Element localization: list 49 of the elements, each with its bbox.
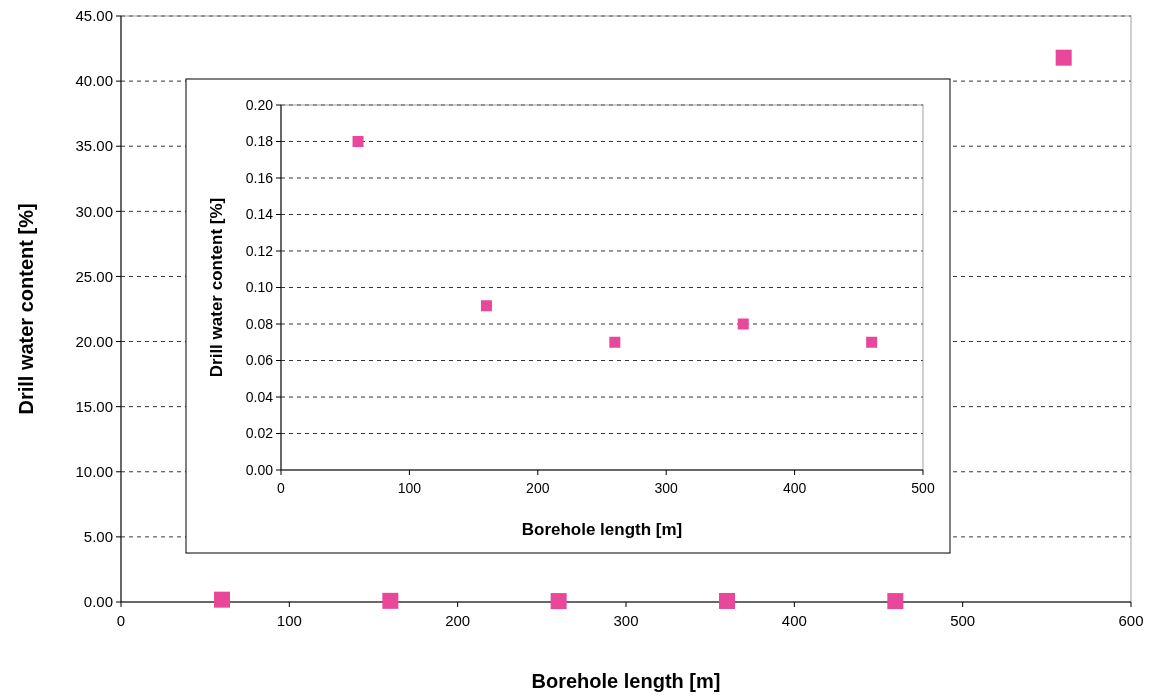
y-tick-label: 40.00 (75, 72, 113, 90)
y-tick-label: 30.00 (75, 202, 113, 220)
y-tick-label: 0.08 (245, 315, 274, 332)
y-tick-label: 0.04 (245, 388, 274, 405)
x-tick-label: 100 (276, 612, 302, 629)
point (382, 592, 399, 609)
x-tick-label: 200 (445, 612, 471, 629)
y-axis-title: Drill water content [%] (206, 197, 226, 378)
y-tick-label: 10.00 (75, 463, 113, 481)
y-tick-label: 35.00 (75, 137, 113, 155)
x-tick-label: 100 (397, 480, 422, 497)
point (609, 336, 621, 348)
y-tick-label: 0.00 (83, 593, 113, 611)
y-tick-label: 15.00 (75, 397, 113, 415)
point (719, 592, 735, 609)
x-tick-label: 600 (1118, 612, 1144, 629)
y-tick-label: 45.00 (75, 7, 113, 25)
x-tick-label: 300 (613, 612, 639, 629)
x-tick-label: 400 (781, 612, 807, 629)
x-tick-label: 500 (950, 612, 976, 629)
point (480, 300, 492, 312)
y-tick-label: 0.02 (245, 425, 274, 442)
point (352, 136, 364, 147)
point (866, 336, 878, 348)
x-axis-title: Borehole length [m] (531, 670, 721, 692)
point (887, 593, 904, 610)
x-tick-label: 500 (911, 480, 935, 497)
x-tick-label: 0 (277, 480, 286, 497)
y-tick-label: 0.10 (245, 279, 274, 296)
y-tick-label: 0.16 (245, 169, 274, 186)
y-tick-label: 0.06 (245, 352, 274, 369)
x-tick-label: 200 (526, 480, 550, 497)
point (1055, 49, 1072, 66)
y-tick-label: 5.00 (83, 528, 113, 546)
point (214, 591, 230, 608)
y-axis-title: Drill water content [%] (15, 203, 37, 415)
y-tick-label: 0.18 (245, 133, 274, 150)
y-tick-label: 0.00 (245, 461, 274, 478)
y-tick-label: 0.20 (245, 96, 274, 113)
x-tick-label: 400 (782, 480, 807, 497)
y-tick-label: 25.00 (75, 267, 113, 285)
y-tick-label: 0.14 (245, 206, 274, 223)
y-tick-label: 0.12 (245, 242, 274, 259)
x-tick-label: 0 (116, 612, 126, 629)
point (737, 318, 749, 330)
y-tick-label: 20.00 (75, 332, 113, 350)
x-tick-label: 300 (654, 480, 679, 497)
point (550, 593, 567, 610)
x-axis-title: Borehole length [m] (521, 520, 683, 539)
